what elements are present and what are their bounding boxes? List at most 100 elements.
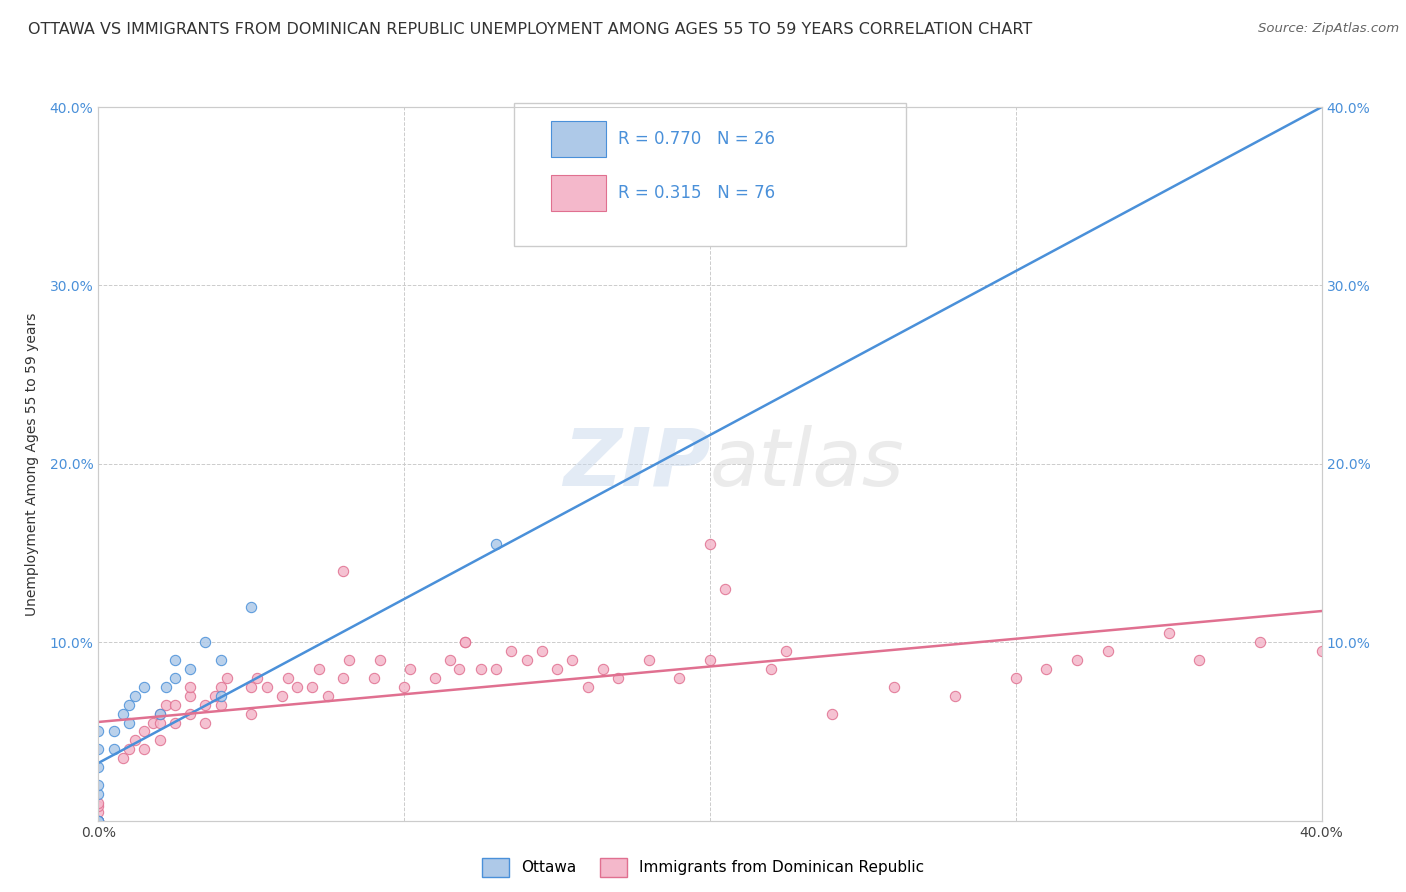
Point <box>87 814 110 828</box>
Point <box>194 698 217 712</box>
Point <box>149 706 172 721</box>
Point <box>87 787 110 801</box>
Point <box>454 635 477 649</box>
Point <box>111 706 134 721</box>
Text: OTTAWA VS IMMIGRANTS FROM DOMINICAN REPUBLIC UNEMPLOYMENT AMONG AGES 55 TO 59 YE: OTTAWA VS IMMIGRANTS FROM DOMINICAN REPU… <box>28 22 1032 37</box>
Point <box>87 814 110 828</box>
Point <box>163 653 186 667</box>
Point <box>118 742 141 756</box>
Point <box>179 662 201 676</box>
Point <box>1310 644 1333 658</box>
Point <box>485 662 508 676</box>
Point <box>155 680 177 694</box>
Point <box>87 814 110 828</box>
Point <box>368 653 391 667</box>
Point <box>301 680 323 694</box>
Point <box>118 715 141 730</box>
Point <box>256 680 278 694</box>
Point <box>87 796 110 810</box>
Point <box>209 680 232 694</box>
Point <box>149 733 172 747</box>
Point <box>163 715 186 730</box>
Point <box>277 671 299 685</box>
Point <box>194 635 217 649</box>
Point <box>561 653 583 667</box>
Point <box>215 671 238 685</box>
Point <box>134 680 156 694</box>
Point <box>246 671 269 685</box>
Y-axis label: Unemployment Among Ages 55 to 59 years: Unemployment Among Ages 55 to 59 years <box>24 312 38 615</box>
Point <box>1066 653 1088 667</box>
Point <box>485 537 508 551</box>
Point <box>449 662 471 676</box>
Point <box>501 644 523 658</box>
Point <box>87 742 110 756</box>
Point <box>1004 671 1026 685</box>
Point <box>821 706 844 721</box>
Text: Source: ZipAtlas.com: Source: ZipAtlas.com <box>1258 22 1399 36</box>
Point <box>454 635 477 649</box>
Point <box>699 653 721 667</box>
Point <box>209 689 232 703</box>
Point <box>714 582 737 596</box>
Point <box>592 662 614 676</box>
Point <box>87 805 110 819</box>
Point <box>332 564 354 578</box>
Point <box>209 653 232 667</box>
Point <box>240 706 263 721</box>
Point <box>142 715 165 730</box>
Point <box>87 814 110 828</box>
Point <box>439 653 461 667</box>
Point <box>759 662 782 676</box>
Legend: Ottawa, Immigrants from Dominican Republic: Ottawa, Immigrants from Dominican Republ… <box>474 850 932 884</box>
Text: R = 0.315   N = 76: R = 0.315 N = 76 <box>619 184 776 202</box>
Point <box>1035 662 1057 676</box>
FancyBboxPatch shape <box>551 175 606 211</box>
Point <box>124 689 146 703</box>
Point <box>316 689 339 703</box>
Point <box>943 689 966 703</box>
Text: R = 0.770   N = 26: R = 0.770 N = 26 <box>619 130 775 148</box>
Point <box>332 671 354 685</box>
Point <box>87 760 110 774</box>
Point <box>103 742 125 756</box>
Point <box>308 662 330 676</box>
Point <box>240 680 263 694</box>
Point <box>668 671 690 685</box>
Point <box>423 671 446 685</box>
Point <box>179 706 201 721</box>
Point <box>209 698 232 712</box>
Point <box>155 698 177 712</box>
Point <box>87 814 110 828</box>
Point <box>179 680 201 694</box>
Point <box>149 715 172 730</box>
Point <box>637 653 661 667</box>
Point <box>637 198 661 212</box>
FancyBboxPatch shape <box>515 103 905 246</box>
Point <box>103 724 125 739</box>
Point <box>699 537 721 551</box>
Point <box>775 644 797 658</box>
Point <box>1188 653 1211 667</box>
Point <box>87 814 110 828</box>
Point <box>270 689 292 703</box>
Point <box>118 698 141 712</box>
Point <box>1249 635 1271 649</box>
Point <box>392 680 416 694</box>
Text: atlas: atlas <box>710 425 905 503</box>
Point <box>607 671 630 685</box>
Point <box>134 724 156 739</box>
Point <box>87 778 110 792</box>
Point <box>240 599 263 614</box>
Point <box>179 689 201 703</box>
Point <box>363 671 385 685</box>
Point <box>530 644 553 658</box>
Point <box>399 662 422 676</box>
Point <box>204 689 226 703</box>
Point <box>285 680 308 694</box>
Point <box>149 706 172 721</box>
Point <box>337 653 360 667</box>
Point <box>87 799 110 814</box>
Point <box>546 662 568 676</box>
Text: ZIP: ZIP <box>562 425 710 503</box>
